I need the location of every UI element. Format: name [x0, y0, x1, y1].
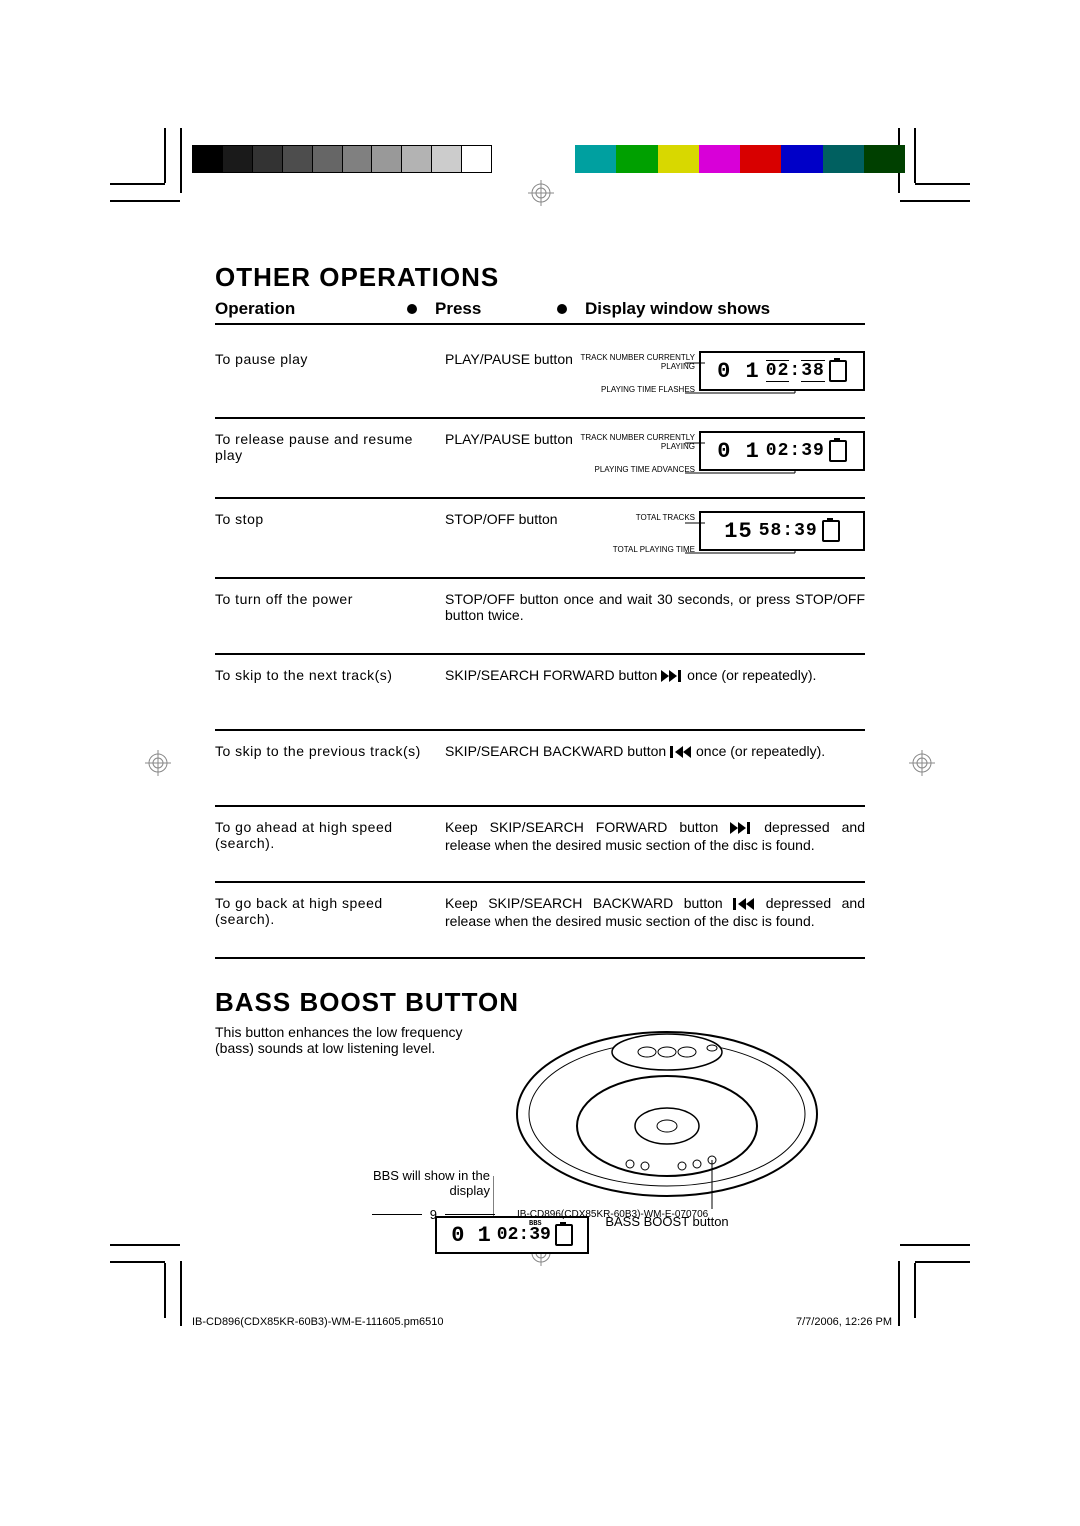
table-row: To skip to the previous track(s) SKIP/SE… [215, 731, 865, 807]
battery-icon [829, 440, 847, 462]
bullet-icon [407, 304, 417, 314]
operation-cell: To go ahead at high speed (search). [215, 819, 445, 851]
page-footer: 9 IB-CD896(CDX85KR-60B3)-WM-E-070706 [215, 1207, 865, 1222]
color-bar [575, 145, 905, 173]
bass-description: This button enhances the low frequency (… [215, 1024, 500, 1225]
table-row: To go back at high speed (search). Keep … [215, 883, 865, 959]
registration-mark-icon [909, 750, 935, 776]
operation-cell: To release pause and resume play [215, 431, 445, 463]
header-operation: Operation [215, 299, 295, 319]
battery-icon [822, 520, 840, 542]
lcd-label: TOTAL PLAYING TIME [575, 545, 695, 554]
page-number: 9 [430, 1207, 437, 1222]
document-footer: IB-CD896(CDX85KR-60B3)-WM-E-111605.pm651… [192, 1316, 892, 1328]
grayscale-bar [192, 145, 492, 173]
table-row: To skip to the next track(s) SKIP/SEARCH… [215, 655, 865, 731]
instruction-text: Keep SKIP/SEARCH BACKWARD button depress… [445, 895, 865, 929]
lcd-label: PLAYING TIME FLASHES [575, 385, 695, 394]
document-id: IB-CD896(CDX85KR-60B3)-WM-E-070706 [517, 1209, 708, 1220]
doc-footer-right: 7/7/2006, 12:26 PM [796, 1316, 892, 1328]
instruction-text: SKIP/SEARCH BACKWARD button once (or rep… [445, 743, 865, 761]
lcd-display: 15 58:39 [699, 511, 865, 551]
lcd-label: TRACK NUMBER CURRENTLY PLAYING [575, 353, 695, 371]
lcd-label: TRACK NUMBER CURRENTLY PLAYING [575, 433, 695, 451]
doc-footer-left: IB-CD896(CDX85KR-60B3)-WM-E-111605.pm651… [192, 1316, 443, 1328]
header-display: Display window shows [585, 299, 770, 318]
section-title-bass: BASS BOOST BUTTON [215, 987, 865, 1018]
page-content: OTHER OPERATIONS Operation Press Display… [215, 262, 865, 1225]
table-header: Operation Press Display window shows [215, 299, 865, 325]
registration-mark-icon [528, 180, 554, 206]
lcd-label: TOTAL TRACKS [575, 513, 695, 522]
operation-cell: To skip to the previous track(s) [215, 743, 445, 759]
battery-icon [829, 360, 847, 382]
instruction-text: Keep SKIP/SEARCH FORWARD button depresse… [445, 819, 865, 853]
cd-player-illustration [512, 1024, 822, 1214]
skip-forward-icon [661, 669, 683, 685]
skip-backward-icon [670, 745, 692, 761]
operation-cell: To stop [215, 511, 445, 527]
table-row: To go ahead at high speed (search). Keep… [215, 807, 865, 883]
lcd-display: 0 1 02:39 [699, 431, 865, 471]
lcd-display: 0 1 02:38 [699, 351, 865, 391]
operation-cell: To go back at high speed (search). [215, 895, 445, 927]
operation-cell: To turn off the power [215, 591, 445, 607]
skip-backward-icon [733, 897, 755, 913]
table-row: To stop STOP/OFF button TOTAL TRACKS 15 … [215, 499, 865, 579]
operation-cell: To pause play [215, 351, 445, 367]
section-title-operations: OTHER OPERATIONS [215, 262, 865, 293]
lcd-label: PLAYING TIME ADVANCES [575, 465, 695, 474]
bbs-display-label: BBS will show in the display [350, 1168, 490, 1198]
bullet-icon [557, 304, 567, 314]
table-row: To pause play PLAY/PAUSE button TRACK NU… [215, 339, 865, 419]
table-row: To turn off the power STOP/OFF button on… [215, 579, 865, 655]
skip-forward-icon [730, 821, 752, 837]
header-press: Press [435, 299, 481, 319]
instruction-text: SKIP/SEARCH FORWARD button once (or repe… [445, 667, 865, 685]
table-row: To release pause and resume play PLAY/PA… [215, 419, 865, 499]
operation-cell: To skip to the next track(s) [215, 667, 445, 683]
instruction-text: STOP/OFF button once and wait 30 seconds… [445, 591, 865, 623]
registration-mark-icon [145, 750, 171, 776]
